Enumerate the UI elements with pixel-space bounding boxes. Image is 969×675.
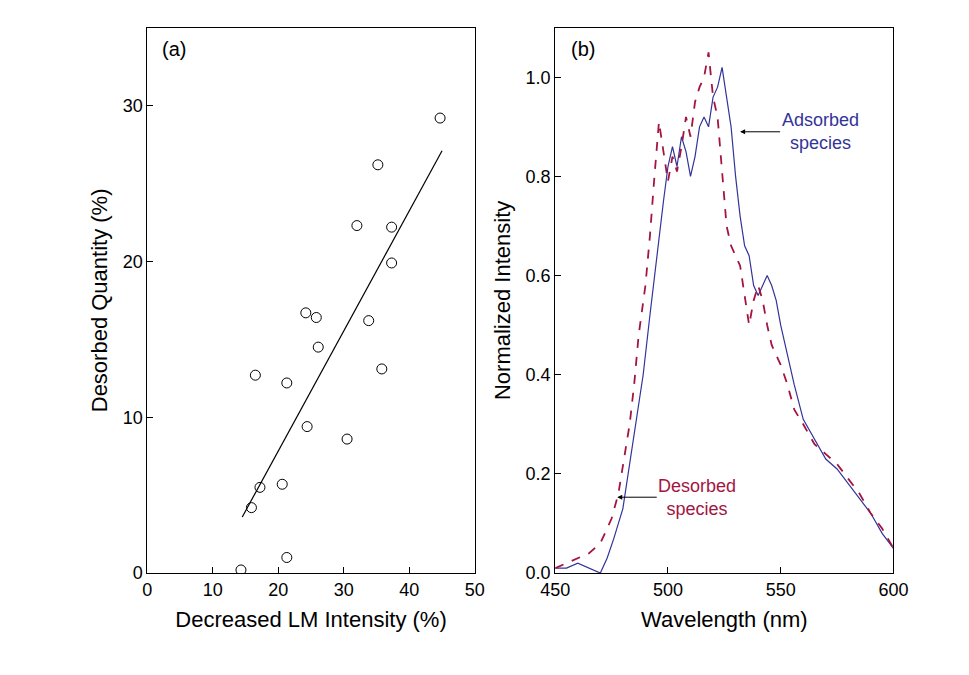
svg-text:50: 50 <box>465 580 485 600</box>
svg-text:0.2: 0.2 <box>526 464 551 484</box>
svg-text:40: 40 <box>399 580 419 600</box>
svg-text:10: 10 <box>203 580 223 600</box>
svg-text:500: 500 <box>653 580 683 600</box>
svg-text:10: 10 <box>123 408 143 428</box>
svg-text:550: 550 <box>766 580 796 600</box>
svg-text:Adsorbedspecies: Adsorbedspecies <box>782 110 859 153</box>
svg-text:30: 30 <box>123 96 143 116</box>
svg-text:600: 600 <box>878 580 908 600</box>
svg-text:450: 450 <box>540 580 570 600</box>
svg-text:0.0: 0.0 <box>526 563 551 583</box>
svg-text:1.0: 1.0 <box>526 68 551 88</box>
svg-text:(b): (b) <box>571 38 595 60</box>
svg-text:(a): (a) <box>162 38 186 60</box>
svg-text:0.4: 0.4 <box>526 365 551 385</box>
svg-text:20: 20 <box>268 580 288 600</box>
svg-text:Normalized Intensity: Normalized Intensity <box>490 201 515 400</box>
svg-text:0: 0 <box>133 563 143 583</box>
svg-text:Decreased LM Intensity (%): Decreased LM Intensity (%) <box>175 607 446 632</box>
svg-text:Desorbed Quantity (%): Desorbed Quantity (%) <box>87 188 112 412</box>
svg-text:0.6: 0.6 <box>526 266 551 286</box>
svg-text:30: 30 <box>334 580 354 600</box>
svg-text:0.8: 0.8 <box>526 167 551 187</box>
svg-text:20: 20 <box>123 252 143 272</box>
svg-text:Desorbedspecies: Desorbedspecies <box>658 476 736 519</box>
svg-text:Wavelength (nm): Wavelength (nm) <box>641 607 808 632</box>
svg-text:0: 0 <box>142 580 152 600</box>
